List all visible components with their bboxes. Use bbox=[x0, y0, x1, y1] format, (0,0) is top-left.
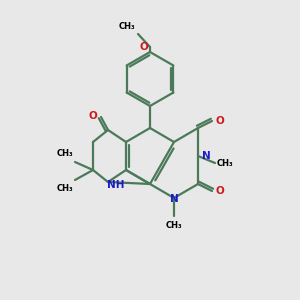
Text: O: O bbox=[88, 111, 97, 121]
Text: NH: NH bbox=[106, 180, 124, 190]
Text: CH₃: CH₃ bbox=[166, 221, 182, 230]
Text: O: O bbox=[139, 42, 148, 52]
Text: N: N bbox=[202, 151, 211, 161]
Text: CH₃: CH₃ bbox=[56, 184, 73, 193]
Text: CH₃: CH₃ bbox=[118, 22, 135, 31]
Text: CH₃: CH₃ bbox=[217, 158, 234, 167]
Text: O: O bbox=[216, 116, 225, 126]
Text: O: O bbox=[216, 186, 225, 196]
Text: CH₃: CH₃ bbox=[56, 149, 73, 158]
Text: N: N bbox=[169, 194, 178, 204]
